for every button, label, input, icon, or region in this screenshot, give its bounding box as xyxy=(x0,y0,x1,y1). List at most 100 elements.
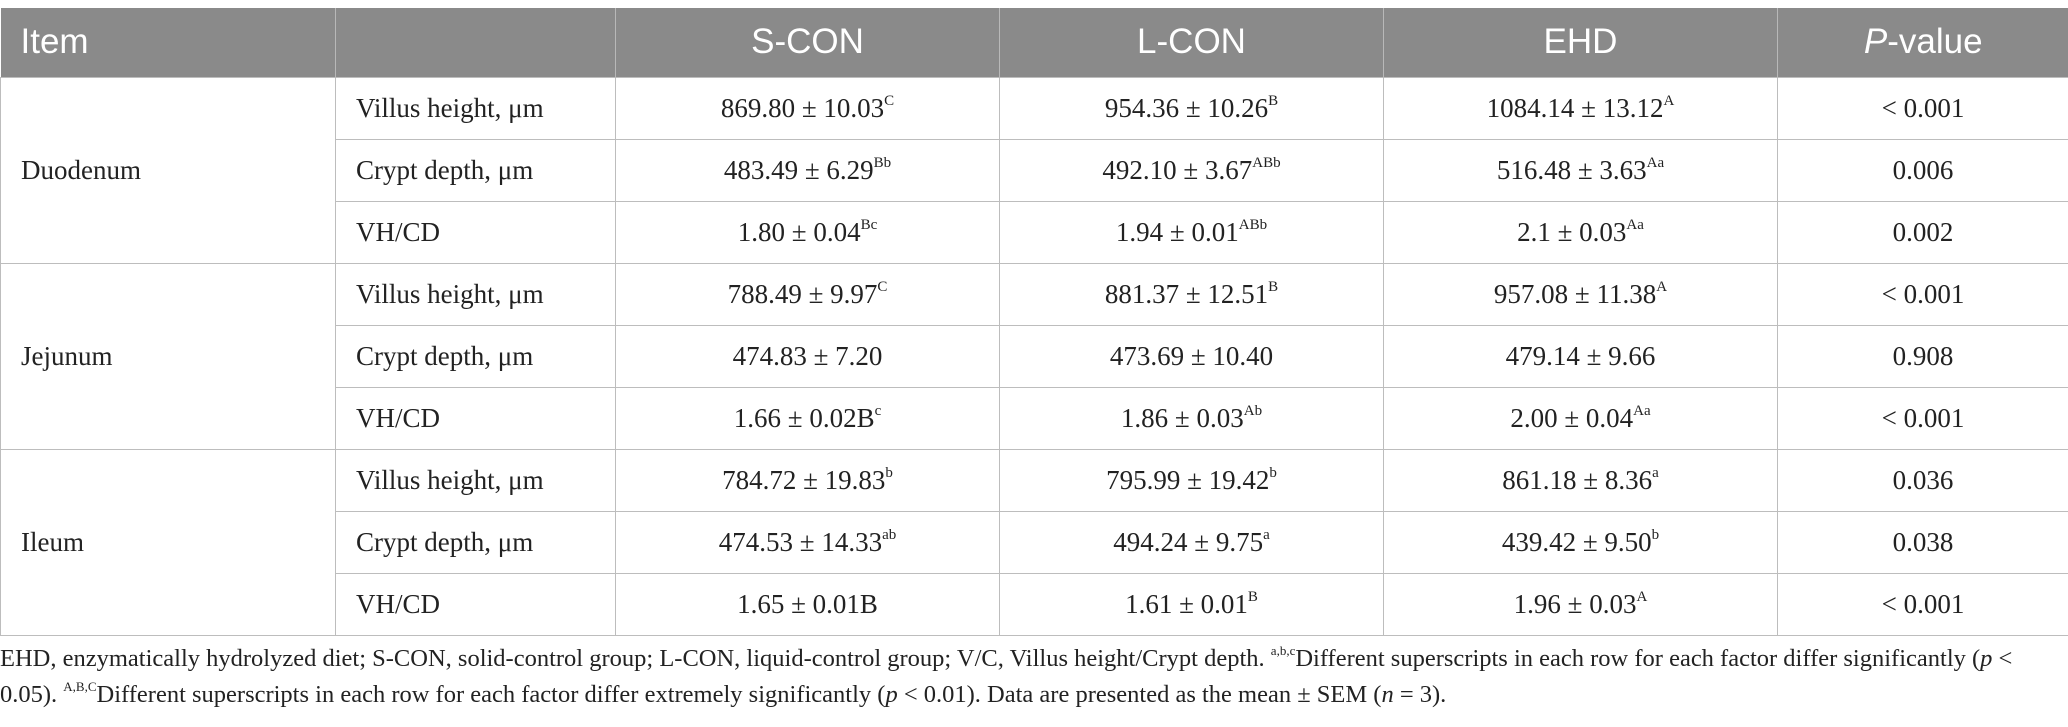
cell-value: 473.69 ± 10.40 xyxy=(1109,340,1274,371)
header-l-con: L-CON xyxy=(999,8,1384,77)
footnote-n-symbol: n xyxy=(1381,681,1394,708)
cell-value: 474.53 ± 14.33 xyxy=(718,526,883,557)
value-cell-l-con: 1.86 ± 0.03Ab xyxy=(999,386,1384,450)
cell-value: 881.37 ± 12.51 xyxy=(1104,278,1269,309)
cell-superscript: ABb xyxy=(1238,216,1268,233)
header-item: Item xyxy=(20,22,89,62)
footnote-sup-lower: a,b,c xyxy=(1270,642,1296,658)
cell-superscript: b xyxy=(1269,464,1277,481)
data-table-container: Item S-CON L-CON EHD P-value Duodenum Vil… xyxy=(0,8,2068,636)
p-value-cell: 0.036 xyxy=(1777,448,2068,512)
header-p-value: P-value xyxy=(1777,8,2068,77)
value-cell-s-con: 1.65 ± 0.01B xyxy=(615,572,1000,636)
cell-superscript: Ab xyxy=(1243,402,1263,419)
cell-superscript: C xyxy=(884,92,895,109)
p-value-cell: < 0.001 xyxy=(1777,76,2068,140)
cell-value: 1.94 ± 0.01 xyxy=(1115,216,1239,247)
cell-value: 954.36 ± 10.26 xyxy=(1104,92,1269,123)
footnote-upper-text-2: < 0.01). Data are presented as the mean … xyxy=(897,681,1382,708)
cell-value: 957.08 ± 11.38 xyxy=(1493,278,1657,309)
p-value-cell: < 0.001 xyxy=(1777,386,2068,450)
cell-superscript: C xyxy=(877,278,888,295)
value-cell-l-con: 954.36 ± 10.26B xyxy=(999,76,1384,140)
value-cell-ehd: 1.96 ± 0.03A xyxy=(1383,572,1778,636)
value-cell-l-con: 1.94 ± 0.01ABb xyxy=(999,200,1384,264)
footnote-lower-text-1: Different superscripts in each row for e… xyxy=(1295,645,1981,672)
header-parameter xyxy=(335,8,616,77)
cell-value: 483.49 ± 6.29 xyxy=(723,154,874,185)
cell-value: 861.18 ± 8.36 xyxy=(1502,464,1653,495)
p-value-cell: < 0.001 xyxy=(1777,262,2068,326)
cell-superscript: a xyxy=(1652,464,1659,481)
value-cell-s-con: 474.53 ± 14.33ab xyxy=(615,510,1000,574)
cell-superscript: Aa xyxy=(1646,154,1665,171)
cell-superscript: a xyxy=(1263,526,1270,543)
value-cell-s-con: 788.49 ± 9.97C xyxy=(615,262,1000,326)
cell-superscript: Bc xyxy=(860,216,878,233)
cell-value: 795.99 ± 19.42 xyxy=(1106,464,1270,495)
cell-value: 784.72 ± 19.83 xyxy=(722,464,886,495)
value-cell-s-con: 869.80 ± 10.03C xyxy=(615,76,1000,140)
value-cell-s-con: 474.83 ± 7.20 xyxy=(615,324,1000,388)
parameter-cell: Crypt depth, μm xyxy=(335,510,616,574)
cell-superscript: A xyxy=(1656,278,1668,295)
table-row: Duodenum Villus height, μm 869.80 ± 10.03C… xyxy=(0,76,2068,264)
cell-superscript: A xyxy=(1636,588,1648,605)
cell-value: 1.80 ± 0.04 xyxy=(737,216,861,247)
cell-superscript: c xyxy=(874,402,882,419)
cell-value: 1.65 ± 0.01B xyxy=(737,588,878,619)
header-s-con: S-CON xyxy=(615,8,1000,77)
value-cell-l-con: 473.69 ± 10.40 xyxy=(999,324,1384,388)
group-label-cell: Duodenum xyxy=(0,76,336,264)
value-cell-ehd: 957.08 ± 11.38A xyxy=(1383,262,1778,326)
cell-superscript: B xyxy=(1268,92,1279,109)
cell-value: 439.42 ± 9.50 xyxy=(1501,526,1652,557)
value-cell-l-con: 492.10 ± 3.67ABb xyxy=(999,138,1384,202)
group-label-cell: Ileum xyxy=(0,448,336,636)
parameter-cell: VH/CD xyxy=(335,200,616,264)
header-p-rest: -value xyxy=(1887,22,1983,62)
cell-superscript: Bb xyxy=(873,154,892,171)
table-header-row: Item S-CON L-CON EHD P-value xyxy=(0,8,2068,77)
cell-value: 869.80 ± 10.03 xyxy=(720,92,885,123)
footnote-sup-upper: A,B,C xyxy=(63,678,97,694)
value-cell-l-con: 881.37 ± 12.51B xyxy=(999,262,1384,326)
cell-value: 788.49 ± 9.97 xyxy=(727,278,878,309)
group-label-cell: Jejunum xyxy=(0,262,336,450)
footnote-p-symbol-1: p xyxy=(1980,645,1993,672)
table-row: Crypt depth, μm 474.83 ± 7.20 473.69 ± 10.… xyxy=(1,324,2068,388)
table-footnote: EHD, enzymatically hydrolyzed diet; S-CO… xyxy=(0,641,2050,713)
cell-superscript: Aa xyxy=(1633,402,1651,419)
parameter-cell: Villus height, μm xyxy=(335,76,616,140)
cell-value: 516.48 ± 3.63 xyxy=(1496,154,1647,185)
cell-superscript: b xyxy=(1651,526,1660,543)
footnote-abbreviations: EHD, enzymatically hydrolyzed diet; S-CO… xyxy=(0,645,1271,672)
value-cell-s-con: 1.80 ± 0.04Bc xyxy=(615,200,1000,264)
table-row: VH/CD 1.66 ± 0.02Bc 1.86 ± 0.03Ab 2.00 ± 0.… xyxy=(1,386,2068,450)
parameter-cell: Crypt depth, μm xyxy=(335,138,616,202)
value-cell-ehd: 861.18 ± 8.36a xyxy=(1383,448,1778,512)
cell-superscript: B xyxy=(1268,278,1279,295)
table-row: Jejunum Villus height, μm 788.49 ± 9.97C 88… xyxy=(0,262,2068,450)
value-cell-ehd: 479.14 ± 9.66 xyxy=(1383,324,1778,388)
cell-value: 1.66 ± 0.02B xyxy=(733,402,875,433)
cell-value: 1084.14 ± 13.12 xyxy=(1486,92,1664,123)
cell-superscript: B xyxy=(1247,588,1258,605)
cell-value: 479.14 ± 9.66 xyxy=(1505,340,1656,371)
value-cell-s-con: 784.72 ± 19.83b xyxy=(615,448,1000,512)
cell-value: 1.61 ± 0.01 xyxy=(1125,588,1248,619)
value-cell-l-con: 1.61 ± 0.01B xyxy=(999,572,1384,636)
parameter-cell: VH/CD xyxy=(335,572,616,636)
cell-value: 2.1 ± 0.03 xyxy=(1517,216,1627,247)
cell-superscript: b xyxy=(885,464,893,481)
table-row: VH/CD 1.65 ± 0.01B 1.61 ± 0.01B 1.96 ± 0.03… xyxy=(1,572,2068,636)
value-cell-ehd: 2.00 ± 0.04Aa xyxy=(1383,386,1778,450)
parameter-cell: Villus height, μm xyxy=(335,448,616,512)
p-value-cell: 0.038 xyxy=(1777,510,2068,574)
cell-value: 494.24 ± 9.75 xyxy=(1113,526,1264,557)
value-cell-ehd: 1084.14 ± 13.12A xyxy=(1383,76,1778,140)
intestinal-morphology-table: Item S-CON L-CON EHD P-value Duodenum Vil… xyxy=(0,8,2068,636)
cell-superscript: ABb xyxy=(1252,154,1281,171)
p-value-cell: 0.002 xyxy=(1777,200,2068,264)
value-cell-ehd: 516.48 ± 3.63Aa xyxy=(1383,138,1778,202)
